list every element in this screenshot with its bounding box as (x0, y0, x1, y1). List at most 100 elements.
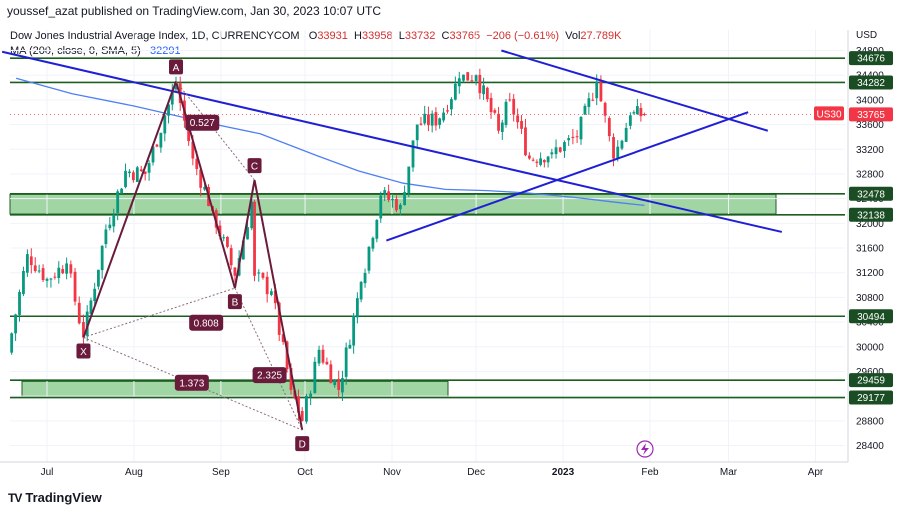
candle-body (289, 367, 293, 390)
candle-body (89, 300, 93, 314)
candle-body (558, 147, 562, 152)
candle-body (383, 190, 387, 195)
currency-label: USD (856, 30, 877, 41)
candle-body (595, 81, 599, 99)
candle-body (539, 158, 543, 165)
candle-body (508, 99, 512, 101)
candle-body (57, 267, 61, 279)
candle-body (309, 393, 313, 397)
candle-body (313, 361, 317, 394)
x-tick-label: Aug (125, 467, 143, 478)
candle-body (147, 163, 151, 173)
price-level-badge (849, 309, 893, 324)
last-price-badge (849, 107, 893, 122)
candle-body (563, 142, 566, 152)
candle-body (199, 169, 203, 188)
candle-body (453, 83, 457, 100)
pattern-ratio-line (83, 287, 236, 338)
candle-body (535, 161, 539, 163)
pattern-point-badge (247, 158, 262, 174)
candle-body (241, 240, 245, 260)
candle-body (628, 115, 632, 126)
pattern-ratio-badge (252, 367, 287, 384)
pattern-point-badge (227, 294, 242, 310)
pattern-leg (175, 81, 236, 289)
candle-body (10, 333, 14, 353)
candle-body (273, 290, 277, 304)
legend-low-label: L (398, 30, 405, 42)
candle-body (297, 396, 300, 413)
candle-body (61, 269, 65, 274)
candle-body (554, 147, 558, 155)
legend-high-label: H (354, 30, 362, 42)
pattern-point-label: D (299, 440, 306, 451)
candle-body (624, 127, 628, 142)
candle-body (587, 98, 591, 107)
candle-body (112, 214, 116, 227)
pattern-ratio-label: 0.527 (190, 118, 215, 129)
candle-body (375, 219, 379, 239)
x-tick-label: Feb (641, 467, 659, 478)
candle-body (120, 188, 124, 194)
last-price-label: 33765 (857, 110, 885, 121)
price-level-label: 34676 (857, 54, 885, 65)
pattern-point-badge (169, 59, 184, 75)
pattern-point-label: C (251, 162, 258, 173)
candle-body (321, 349, 325, 363)
candle-body (639, 107, 643, 117)
y-tick-label: 32800 (856, 169, 884, 180)
candle-body (333, 379, 337, 386)
candle-body (174, 84, 178, 90)
y-tick-label: 29600 (856, 367, 884, 378)
candle-body (599, 81, 603, 102)
candle-body (187, 122, 191, 142)
y-tick-label: 28800 (856, 416, 884, 427)
candle-body (22, 271, 25, 295)
publisher-line: youssef_azat published on TradingView.co… (7, 4, 382, 18)
candle-body (504, 101, 508, 125)
tradingview-brand[interactable]: TV TradingView (8, 490, 102, 505)
candle-body (591, 99, 595, 101)
candle-body (450, 99, 453, 110)
price-level-badge (849, 51, 893, 66)
candle-body (367, 246, 371, 271)
candle-body (325, 361, 329, 365)
y-tick-label: 31200 (856, 268, 884, 279)
candle-body (616, 146, 620, 159)
candle-body (446, 110, 449, 112)
candle-body (25, 254, 29, 273)
candle-body (344, 347, 348, 377)
x-tick-label: Nov (383, 467, 401, 478)
candle-body (489, 97, 493, 113)
candle-body (159, 132, 163, 148)
pattern-ratio-label: 1.373 (179, 378, 204, 389)
candle-body (583, 105, 587, 115)
y-tick-label: 31600 (856, 244, 884, 255)
y-tick-label: 34000 (856, 95, 884, 106)
candle-body (403, 192, 406, 206)
pattern-ratio-label: 0.808 (194, 318, 219, 329)
pattern-leg (253, 179, 304, 431)
candle-body (363, 272, 367, 284)
price-level-label: 30494 (857, 312, 885, 323)
candle-body (474, 75, 478, 82)
candle-body (462, 74, 465, 81)
candle-body (571, 136, 575, 139)
candle-body (155, 144, 159, 147)
candle-body (104, 229, 108, 245)
candle-body (151, 146, 155, 163)
pattern-ratio-line (234, 287, 303, 431)
pattern-leg (82, 81, 177, 338)
candle-body (250, 201, 254, 229)
y-tick-label: 30800 (856, 293, 884, 304)
trendlines-layer (1, 49, 783, 242)
price-level-label: 29177 (857, 393, 885, 404)
candle-body (485, 87, 489, 100)
candle-body (466, 72, 470, 81)
price-level-label: 32478 (857, 189, 885, 200)
candle-body (85, 311, 89, 336)
candle-body (546, 156, 550, 163)
candle-body (170, 91, 174, 105)
brand-name: TradingView (25, 490, 102, 505)
